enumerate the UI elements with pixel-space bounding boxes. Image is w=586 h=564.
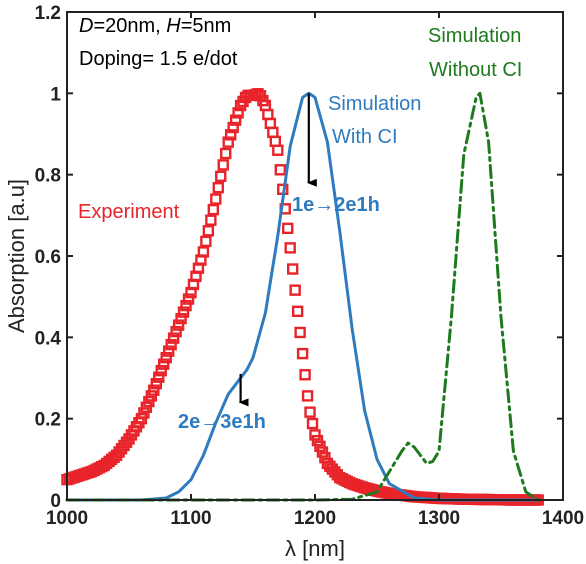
experiment-marker — [232, 107, 244, 119]
experiment-marker — [155, 364, 167, 377]
experiment-marker — [205, 214, 217, 226]
experiment-marker — [212, 181, 224, 194]
experiment-marker — [299, 369, 311, 381]
experiment-label: Experiment — [78, 201, 180, 223]
y-tick-label: 0.4 — [35, 328, 62, 349]
experiment-marker — [158, 358, 170, 370]
simulation-with-ci-label-line2: With CI — [332, 126, 398, 148]
experiment-marker — [172, 319, 185, 331]
x-axis-title: λ [nm] — [285, 536, 345, 561]
experiment-marker — [215, 170, 227, 182]
experiment-marker — [207, 203, 220, 216]
experiment-marker — [284, 242, 296, 254]
y-tick-label: 1 — [50, 84, 61, 105]
transition-2e-3e1h-label: 2e→3e1h — [178, 411, 266, 433]
experiment-marker — [227, 121, 239, 134]
experiment-marker — [274, 164, 286, 176]
experiment-marker — [150, 377, 162, 390]
experiment-marker — [286, 263, 299, 275]
experiment-marker — [267, 126, 279, 139]
simulation-without-ci-label-line1: Simulation — [428, 25, 521, 47]
experiment-marker — [282, 222, 294, 235]
doping-label: Doping= 1.5 e/dot — [79, 48, 238, 70]
experiment-marker — [170, 325, 182, 338]
simulation-without-ci-label-line2: Without CI — [429, 59, 522, 81]
parameter-label: D=20nm, H=5nm — [79, 15, 231, 37]
experiment-marker — [294, 326, 306, 339]
series-layer — [61, 88, 544, 506]
experiment-marker — [304, 406, 316, 418]
experiment-marker — [210, 193, 222, 205]
experiment-marker — [262, 108, 274, 121]
experiment-marker — [224, 129, 237, 141]
experiment-marker — [160, 351, 172, 364]
y-axis-title: Absorption [a.u] — [4, 179, 29, 333]
y-tick-label: 0 — [50, 491, 61, 512]
experiment-marker — [200, 235, 212, 248]
y-tick-label: 0.6 — [35, 247, 61, 268]
y-tick-label: 0.2 — [35, 410, 61, 431]
experiment-marker — [269, 135, 282, 148]
experiment-marker — [220, 147, 232, 160]
series-simulation-with-ci-line — [65, 91, 540, 502]
experiment-marker — [229, 114, 242, 126]
experiment-marker — [272, 144, 284, 156]
y-tick-label: 0.8 — [35, 166, 61, 187]
experiment-marker — [306, 417, 319, 430]
experiment-marker — [153, 371, 165, 383]
experiment-marker — [197, 246, 210, 258]
transition-1e-2e1h-label: 1e→2e1h — [292, 194, 380, 216]
ticks-layer: 1000 1100 1200 1300 1400 0 0.2 0.4 0.6 0.8 1 1.2 — [35, 3, 585, 529]
simulation-with-ci-label-line1: Simulation — [328, 93, 421, 115]
experiment-marker — [175, 312, 187, 325]
series-simulation-without-ci-line — [65, 91, 540, 502]
experiment-marker — [296, 347, 309, 360]
experiment-marker — [165, 338, 177, 351]
experiment-marker — [291, 305, 304, 318]
experiment-marker — [182, 293, 195, 305]
experiment-marker — [222, 136, 234, 148]
experiment-marker — [301, 390, 314, 402]
x-tick-label: 1000 — [46, 508, 88, 529]
x-tick-label: 1300 — [418, 508, 460, 529]
arrows-layer — [238, 93, 317, 407]
experiment-marker — [202, 225, 215, 237]
x-tick-label: 1100 — [170, 508, 211, 529]
experiment-marker — [148, 384, 160, 396]
experiment-marker — [162, 345, 175, 357]
experiment-marker — [180, 299, 192, 312]
x-tick-label: 1400 — [542, 508, 584, 529]
experiment-marker — [177, 306, 190, 318]
experiment-marker — [289, 284, 301, 296]
experiment-marker — [264, 117, 277, 130]
y-tick-label: 1.2 — [35, 3, 61, 24]
experiment-marker — [217, 159, 229, 171]
x-tick-label: 1200 — [294, 508, 336, 529]
series-experiment — [61, 88, 544, 506]
experiment-marker — [167, 332, 180, 344]
